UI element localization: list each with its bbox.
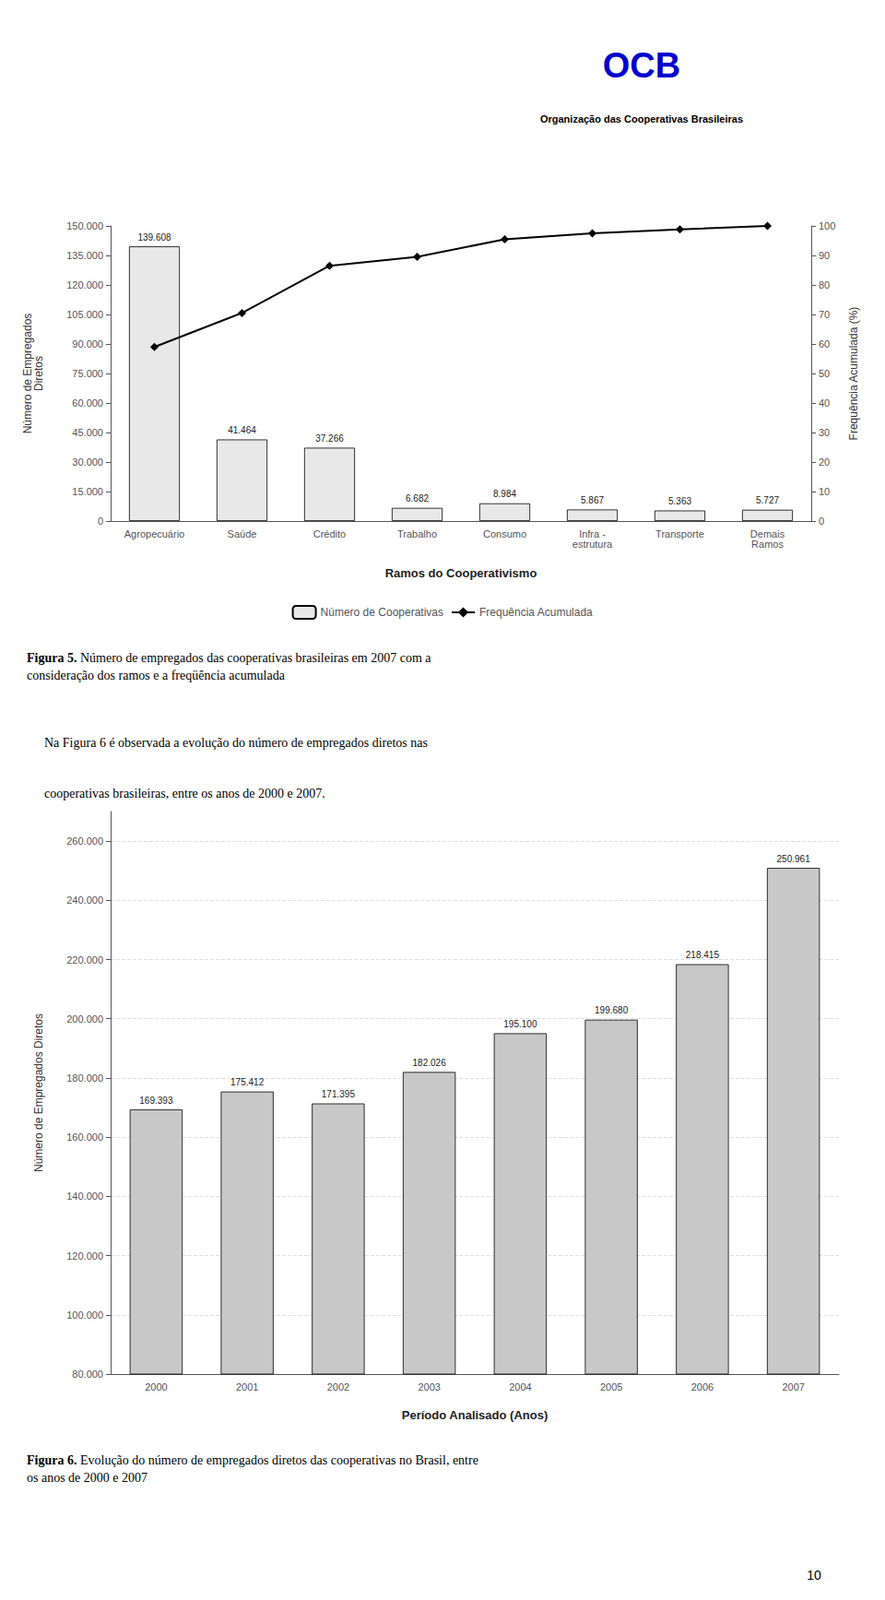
svg-text:Número de Cooperativas: Número de Cooperativas <box>320 605 444 619</box>
svg-text:5.867: 5.867 <box>580 495 604 506</box>
svg-text:70: 70 <box>818 308 830 320</box>
svg-text:30: 30 <box>818 426 830 438</box>
svg-text:2007: 2007 <box>781 1380 804 1393</box>
svg-text:2002: 2002 <box>327 1380 350 1393</box>
svg-text:180.000: 180.000 <box>66 1072 104 1084</box>
svg-text:160.000: 160.000 <box>66 1131 104 1143</box>
svg-text:250.961: 250.961 <box>777 853 812 864</box>
svg-text:41.464: 41.464 <box>227 424 257 436</box>
svg-text:105.000: 105.000 <box>66 308 104 320</box>
svg-text:175.412: 175.412 <box>230 1076 265 1087</box>
svg-text:Consumo: Consumo <box>483 528 527 540</box>
svg-text:10: 10 <box>818 485 830 497</box>
svg-text:240.000: 240.000 <box>66 894 104 906</box>
svg-text:Ramos do Cooperativismo: Ramos do Cooperativismo <box>385 566 538 580</box>
svg-text:2005: 2005 <box>600 1380 623 1393</box>
html-text:OCB: OCB <box>602 46 681 85</box>
svg-text:2006: 2006 <box>691 1380 714 1393</box>
html-text:Figura 5. Número de empregados: Figura 5. Número de empregados das coope… <box>26 650 431 683</box>
svg-text:140.000: 140.000 <box>66 1190 104 1202</box>
svg-text:5.363: 5.363 <box>668 495 692 507</box>
svg-text:150.000: 150.000 <box>66 220 104 232</box>
svg-text:estrutura: estrutura <box>572 538 614 550</box>
svg-text:20: 20 <box>818 456 830 468</box>
svg-text:8.984: 8.984 <box>493 488 517 499</box>
svg-text:80: 80 <box>818 279 830 291</box>
html-text:10: 10 <box>806 1567 822 1582</box>
svg-text:30.000: 30.000 <box>71 456 104 468</box>
svg-text:100: 100 <box>818 220 836 232</box>
svg-text:182.026: 182.026 <box>413 1057 448 1068</box>
svg-text:Saúde: Saúde <box>227 528 258 540</box>
svg-text:37.266: 37.266 <box>315 433 344 444</box>
svg-text:2001: 2001 <box>236 1380 259 1393</box>
svg-text:218.415: 218.415 <box>685 949 720 960</box>
svg-text:45.000: 45.000 <box>71 426 104 438</box>
svg-text:Frequência Acumulada: Frequência Acumulada <box>479 605 593 619</box>
svg-text:100.000: 100.000 <box>66 1309 104 1321</box>
svg-text:260.000: 260.000 <box>66 835 104 847</box>
svg-text:60.000: 60.000 <box>71 397 104 409</box>
svg-text:Frequência Acumulada (%): Frequência Acumulada (%) <box>847 306 861 441</box>
svg-text:195.100: 195.100 <box>503 1018 538 1029</box>
svg-text:Transporte: Transporte <box>655 528 705 540</box>
svg-text:200.000: 200.000 <box>66 1013 104 1025</box>
svg-text:199.680: 199.680 <box>594 1004 629 1015</box>
svg-text:0: 0 <box>818 515 825 527</box>
svg-text:90.000: 90.000 <box>71 338 104 350</box>
svg-text:Crédito: Crédito <box>313 528 346 540</box>
svg-text:139.608: 139.608 <box>137 232 172 243</box>
svg-text:5.727: 5.727 <box>755 495 779 506</box>
svg-text:Número de Empregados Diretos: Número de Empregados Diretos <box>32 1013 46 1172</box>
svg-text:2000: 2000 <box>144 1380 167 1393</box>
svg-text:120.000: 120.000 <box>66 1250 104 1262</box>
svg-text:6.682: 6.682 <box>405 493 429 504</box>
svg-text:Diretos: Diretos <box>32 355 46 391</box>
svg-text:50: 50 <box>818 367 830 379</box>
svg-text:40: 40 <box>818 397 830 409</box>
svg-text:Infra -: Infra - <box>579 527 606 539</box>
svg-text:90: 90 <box>818 249 830 261</box>
svg-text:Ramos: Ramos <box>751 538 784 550</box>
svg-text:Período Analisado (Anos): Período Analisado (Anos) <box>401 1407 548 1422</box>
svg-text:Número de Empregados: Número de Empregados <box>21 313 35 434</box>
svg-text:Trabalho: Trabalho <box>397 528 437 540</box>
svg-text:75.000: 75.000 <box>71 367 104 379</box>
svg-text:80.000: 80.000 <box>71 1368 104 1380</box>
svg-text:220.000: 220.000 <box>66 954 104 966</box>
svg-text:60: 60 <box>818 338 830 350</box>
svg-text:2004: 2004 <box>508 1380 531 1393</box>
svg-text:15.000: 15.000 <box>71 485 104 497</box>
svg-text:0: 0 <box>97 515 104 527</box>
svg-text:169.393: 169.393 <box>139 1095 174 1106</box>
html-text:Na Figura 6 é observada a evol: Na Figura 6 é observada a evolução do nú… <box>44 735 428 801</box>
svg-text:Demais: Demais <box>750 527 785 539</box>
svg-text:171.395: 171.395 <box>321 1088 356 1099</box>
svg-text:Agropecuário: Agropecuário <box>124 528 185 540</box>
html-text:Organização das Cooperativas B: Organização das Cooperativas Brasileiras <box>540 113 744 125</box>
svg-text:2003: 2003 <box>417 1380 440 1393</box>
svg-text:120.000: 120.000 <box>66 279 104 291</box>
svg-text:135.000: 135.000 <box>66 249 104 261</box>
html-text:Figura 6. Evolução do número d: Figura 6. Evolução do número de empregad… <box>26 1452 479 1485</box>
